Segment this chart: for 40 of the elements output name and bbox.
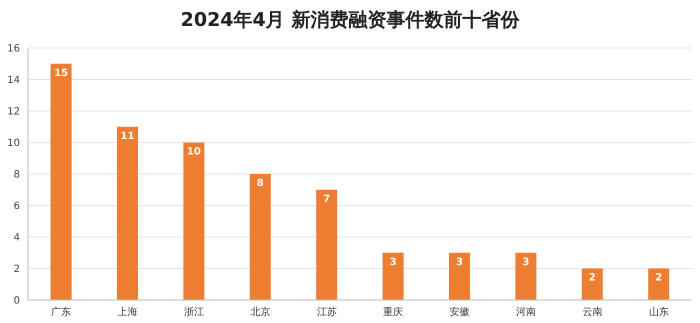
x-tick-label: 上海 (118, 306, 138, 318)
x-tick-label: 重庆 (383, 306, 404, 318)
bar (116, 126, 138, 300)
bar (316, 190, 338, 300)
chart-title: 2024年4月 新消费融资事件数前十省份 (180, 8, 520, 33)
data-label: 15 (54, 68, 68, 79)
bar (50, 64, 72, 300)
bar (582, 268, 603, 300)
data-label: 3 (456, 256, 463, 268)
x-tick-label: 浙江 (184, 306, 204, 318)
x-tick-label: 北京 (250, 306, 270, 318)
x-tick-label: 山东 (648, 306, 669, 318)
data-label: 11 (120, 130, 134, 142)
x-tick-label: 河南 (516, 306, 536, 318)
data-label: 8 (256, 178, 264, 190)
y-tick-label: 4 (14, 232, 20, 244)
bar (515, 252, 536, 300)
data-label: 3 (390, 256, 397, 268)
x-tick-label: 安徽 (450, 306, 470, 318)
y-tick-label: 10 (7, 138, 20, 150)
y-tick-label: 6 (14, 201, 20, 212)
y-tick-label: 14 (7, 75, 20, 86)
data-label: 10 (186, 146, 201, 158)
bar (250, 174, 271, 300)
y-tick-label: 8 (14, 170, 20, 181)
x-tick-label: 江苏 (316, 306, 337, 318)
data-label: 3 (522, 256, 530, 268)
y-tick-label: 2 (14, 264, 20, 276)
y-tick-label: 0 (14, 296, 20, 307)
x-tick-label: 云南 (582, 306, 602, 318)
y-tick-label: 12 (7, 106, 20, 118)
data-label: 7 (323, 194, 330, 205)
x-tick-label: 广东 (51, 306, 72, 318)
y-tick-label: 16 (7, 44, 20, 55)
data-label: 2 (655, 272, 662, 284)
bar (183, 142, 204, 300)
bar (382, 252, 404, 300)
data-label: 2 (588, 272, 596, 284)
bar (448, 252, 470, 300)
bar (648, 268, 670, 300)
